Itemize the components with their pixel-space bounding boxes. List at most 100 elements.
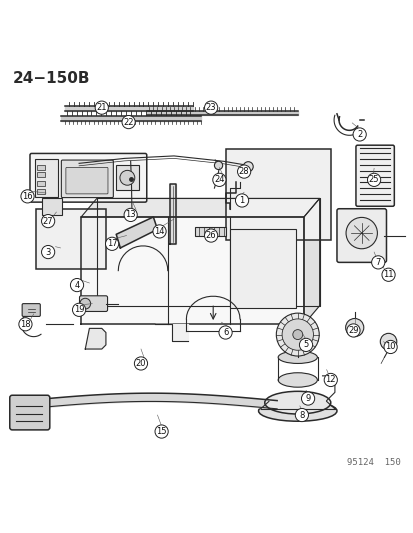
Text: 9: 9 (305, 394, 310, 403)
Text: 3: 3 (45, 247, 51, 256)
Circle shape (204, 101, 217, 114)
Text: 15: 15 (156, 427, 166, 436)
Circle shape (41, 214, 55, 228)
Polygon shape (303, 198, 319, 324)
Circle shape (299, 338, 312, 351)
Text: 25: 25 (368, 175, 378, 184)
Text: 13: 13 (125, 211, 135, 220)
Circle shape (214, 161, 222, 169)
Bar (36, 165, 45, 171)
Polygon shape (155, 324, 188, 341)
Circle shape (381, 268, 394, 281)
Circle shape (105, 237, 119, 251)
Text: 95124  150: 95124 150 (347, 458, 400, 466)
Text: 11: 11 (382, 270, 393, 279)
Circle shape (383, 341, 396, 353)
Bar (36, 172, 45, 177)
Bar (35, 159, 57, 197)
Circle shape (154, 425, 168, 438)
Circle shape (292, 329, 302, 340)
Circle shape (235, 194, 248, 207)
Ellipse shape (258, 401, 336, 421)
Text: 6: 6 (222, 328, 228, 337)
Polygon shape (85, 328, 106, 349)
Text: 22: 22 (123, 118, 133, 126)
Circle shape (275, 313, 318, 356)
Ellipse shape (278, 373, 317, 387)
Circle shape (294, 408, 308, 422)
Circle shape (70, 278, 83, 292)
Text: 21: 21 (96, 103, 107, 112)
Circle shape (367, 173, 380, 187)
Circle shape (237, 165, 250, 178)
Text: 14: 14 (154, 227, 164, 236)
Text: 28: 28 (238, 167, 249, 176)
FancyBboxPatch shape (22, 304, 40, 317)
Bar (116, 165, 139, 190)
Polygon shape (97, 198, 319, 306)
Text: 20: 20 (135, 359, 146, 368)
Bar (36, 209, 106, 269)
Circle shape (352, 128, 366, 141)
FancyBboxPatch shape (79, 296, 107, 311)
Circle shape (281, 319, 313, 350)
Text: 16: 16 (22, 192, 33, 201)
Text: 4: 4 (74, 280, 79, 289)
Circle shape (371, 256, 384, 269)
Circle shape (204, 229, 217, 242)
Polygon shape (169, 184, 176, 244)
Circle shape (243, 161, 253, 172)
Text: 23: 23 (205, 103, 216, 112)
Text: 26: 26 (205, 231, 216, 240)
Ellipse shape (278, 351, 317, 364)
FancyBboxPatch shape (336, 209, 386, 262)
Circle shape (212, 173, 225, 187)
FancyBboxPatch shape (30, 154, 146, 202)
Text: 7: 7 (375, 258, 380, 267)
FancyBboxPatch shape (66, 167, 108, 194)
Text: 24: 24 (214, 175, 224, 184)
Circle shape (345, 217, 377, 249)
Polygon shape (116, 217, 157, 248)
Polygon shape (81, 198, 319, 217)
Text: 19: 19 (74, 305, 84, 314)
Bar (229, 229, 295, 308)
Circle shape (72, 303, 85, 317)
FancyBboxPatch shape (61, 160, 113, 198)
Text: 17: 17 (107, 239, 117, 248)
Text: 12: 12 (325, 375, 335, 384)
Text: 24−150B: 24−150B (13, 70, 90, 85)
Circle shape (323, 373, 337, 386)
Text: 10: 10 (385, 343, 395, 351)
Circle shape (19, 318, 32, 331)
Circle shape (41, 246, 55, 259)
Circle shape (346, 324, 359, 337)
Circle shape (120, 171, 135, 185)
Text: 8: 8 (299, 410, 304, 419)
Bar (42, 198, 62, 215)
FancyBboxPatch shape (10, 395, 50, 430)
Bar (225, 149, 330, 240)
Circle shape (80, 298, 90, 309)
Circle shape (134, 357, 147, 370)
Text: 27: 27 (43, 216, 53, 225)
FancyBboxPatch shape (355, 145, 393, 206)
Text: 18: 18 (20, 320, 31, 329)
Circle shape (345, 319, 363, 337)
Circle shape (152, 225, 166, 238)
Text: 1: 1 (239, 196, 244, 205)
Text: 2: 2 (356, 130, 361, 139)
Circle shape (21, 190, 34, 203)
Bar (36, 181, 45, 185)
Circle shape (301, 392, 314, 405)
Circle shape (124, 208, 137, 222)
Bar (36, 189, 45, 194)
Circle shape (380, 333, 396, 350)
Text: 5: 5 (303, 341, 308, 350)
Ellipse shape (264, 391, 330, 414)
Text: 29: 29 (347, 326, 358, 335)
Polygon shape (81, 217, 303, 324)
Circle shape (218, 326, 232, 339)
Bar (194, 227, 225, 236)
Circle shape (122, 116, 135, 128)
